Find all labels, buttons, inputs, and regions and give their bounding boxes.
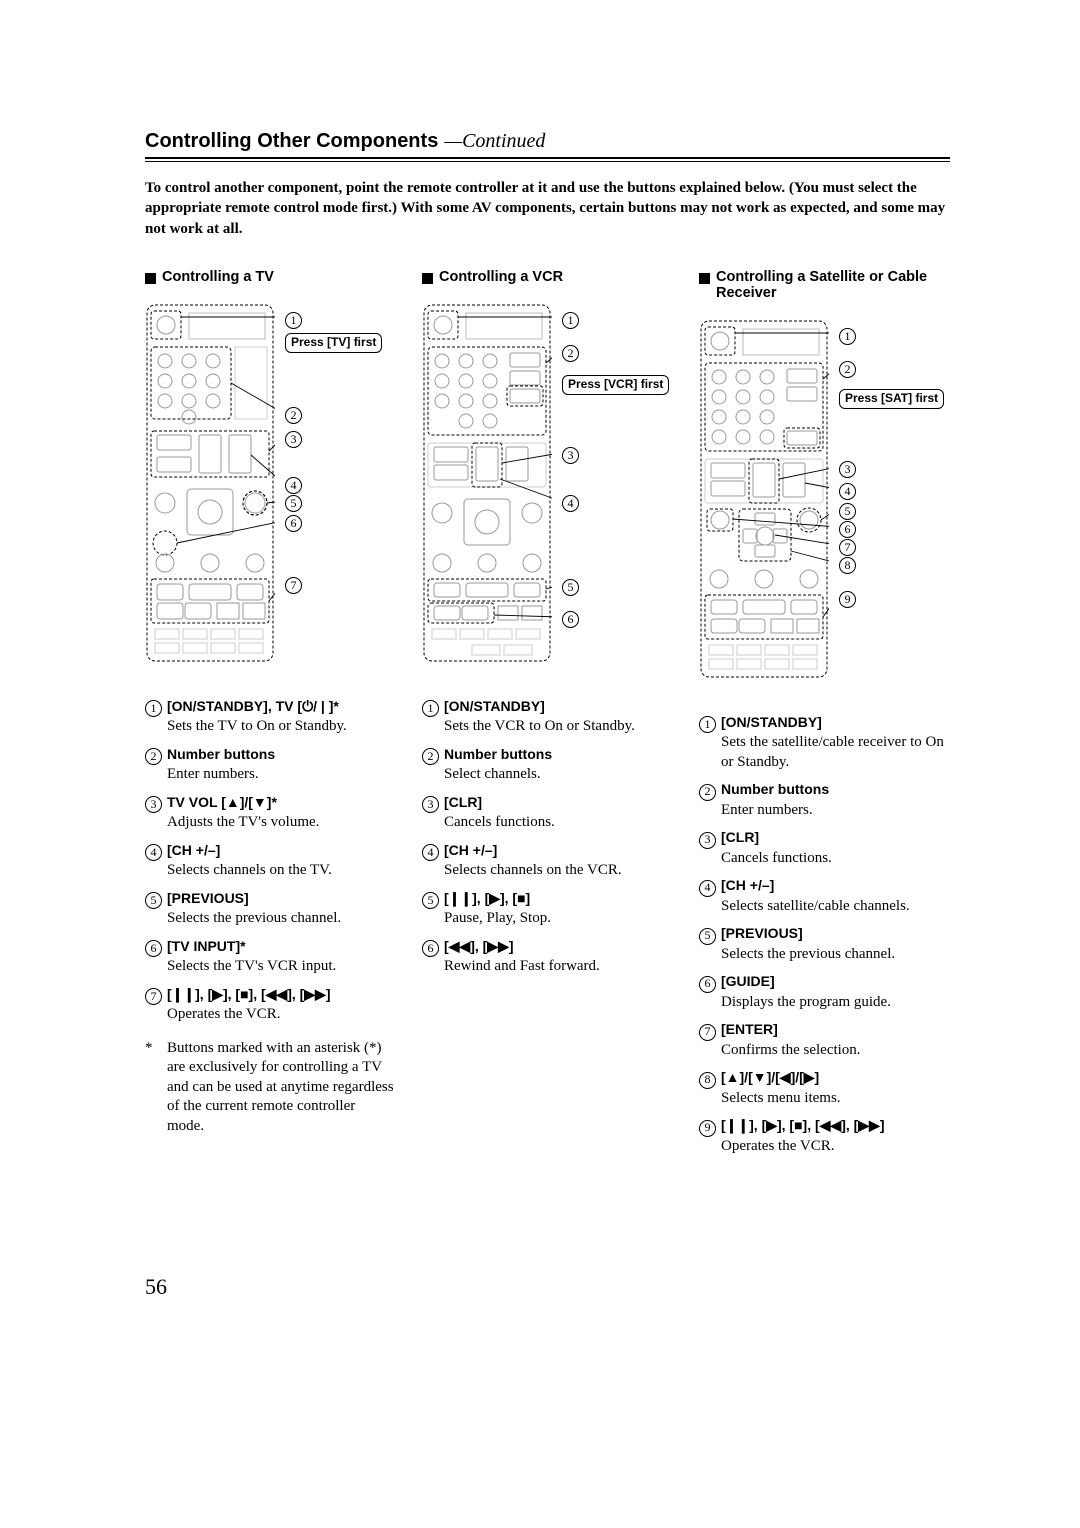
tv-callout-1: 1 [285,310,302,329]
tv-item-3: 3TV VOL [▲]/[▼]*Adjusts the TV's volume. [145,793,396,833]
sat-callout-2: 2 [839,359,856,378]
sat-item-8: 8[▲]/[▼]/[◀]/[▶]Selects menu items. [699,1068,950,1108]
vcr-item-2: 2Number buttonsSelect channels. [422,745,673,785]
sat-callout-8: 8 [839,555,856,574]
tv-footnote: * Buttons marked with an asterisk (*) ar… [145,1039,396,1137]
tv-callout-4: 4 [285,475,302,494]
remote-svg [422,303,552,663]
col-sat: Controlling a Satellite or Cable Receive… [699,269,950,1165]
sat-callout-3: 3 [839,459,856,478]
vcr-item-4: 4[CH +/–]Selects channels on the VCR. [422,841,673,881]
sat-callout-6: 6 [839,519,856,538]
tv-desc-list: 1[ON/STANDBY], TV [⏻/ | ]*Sets the TV to… [145,697,396,1025]
tv-callout-3: 3 [285,429,302,448]
sat-callout-9: 9 [839,589,856,608]
square-bullet-icon [422,273,433,284]
tv-item-7: 7[❙❙], [▶], [■], [◀◀], [▶▶]Operates the … [145,985,396,1025]
columns: Controlling a TV [145,269,950,1165]
square-bullet-icon [699,273,710,284]
vcr-callout-5: 5 [562,577,579,596]
sat-item-2: 2Number buttonsEnter numbers. [699,780,950,820]
vcr-heading-text: Controlling a VCR [439,269,563,285]
vcr-desc-list: 1[ON/STANDBY]Sets the VCR to On or Stand… [422,697,673,977]
sat-item-5: 5[PREVIOUS]Selects the previous channel. [699,924,950,964]
title-rule-thick [145,157,950,159]
sat-item-6: 6[GUIDE]Displays the program guide. [699,972,950,1012]
sat-heading-text: Controlling a Satellite or Cable Receive… [716,269,950,301]
tv-callout-5: 5 [285,493,302,512]
vcr-heading: Controlling a VCR [422,269,673,285]
sat-item-9: 9[❙❙], [▶], [■], [◀◀], [▶▶]Operates the … [699,1116,950,1156]
sat-callout-1: 1 [839,326,856,345]
sat-callout-7: 7 [839,537,856,556]
tv-item-6: 6[TV INPUT]*Selects the TV's VCR input. [145,937,396,977]
asterisk-icon: * [145,1039,167,1137]
vcr-item-6: 6[◀◀], [▶▶]Rewind and Fast forward. [422,937,673,977]
tv-item-4: 4[CH +/–]Selects channels on the TV. [145,841,396,881]
tv-press-first: Press [TV] first [285,333,382,353]
page-title-row: Controlling Other Components —Continued [145,130,950,153]
vcr-remote-diagram: 1 2 Press [VCR] first 3 4 5 6 [422,303,673,683]
sat-press-first: Press [SAT] first [839,389,944,409]
sat-callout-5: 5 [839,501,856,520]
vcr-press-first: Press [VCR] first [562,375,669,395]
title-rule-thin [145,161,950,162]
sat-remote-diagram: 1 2 Press [SAT] first 3 4 5 6 7 8 9 [699,319,950,699]
page-continued: —Continued [444,130,545,153]
sat-item-4: 4[CH +/–]Selects satellite/cable channel… [699,876,950,916]
tv-item-2: 2Number buttonsEnter numbers. [145,745,396,785]
vcr-callout-4: 4 [562,493,579,512]
vcr-item-1: 1[ON/STANDBY]Sets the VCR to On or Stand… [422,697,673,737]
vcr-callout-6: 6 [562,609,579,628]
tv-heading-text: Controlling a TV [162,269,274,285]
tv-item-1: 1[ON/STANDBY], TV [⏻/ | ]*Sets the TV to… [145,697,396,737]
col-tv: Controlling a TV [145,269,396,1165]
square-bullet-icon [145,273,156,284]
tv-item-5: 5[PREVIOUS]Selects the previous channel. [145,889,396,929]
page-title: Controlling Other Components [145,130,438,153]
sat-item-7: 7[ENTER]Confirms the selection. [699,1020,950,1060]
sat-item-1: 1[ON/STANDBY]Sets the satellite/cable re… [699,713,950,773]
tv-callout-2: 2 [285,405,302,424]
remote-svg [699,319,829,679]
sat-desc-list: 1[ON/STANDBY]Sets the satellite/cable re… [699,713,950,1157]
vcr-item-5: 5[❙❙], [▶], [■]Pause, Play, Stop. [422,889,673,929]
vcr-callout-2: 2 [562,343,579,362]
intro-paragraph: To control another component, point the … [145,178,950,239]
vcr-callout-3: 3 [562,445,579,464]
col-vcr: Controlling a VCR [422,269,673,1165]
vcr-callout-1: 1 [562,310,579,329]
tv-callout-6: 6 [285,513,302,532]
sat-callout-4: 4 [839,481,856,500]
vcr-item-3: 3[CLR]Cancels functions. [422,793,673,833]
tv-remote-diagram: 1 Press [TV] first 2 3 4 5 6 7 [145,303,396,683]
remote-svg [145,303,275,663]
page-number: 56 [145,1274,950,1300]
sat-item-3: 3[CLR]Cancels functions. [699,828,950,868]
sat-heading: Controlling a Satellite or Cable Receive… [699,269,950,301]
tv-callout-7: 7 [285,575,302,594]
tv-heading: Controlling a TV [145,269,396,285]
